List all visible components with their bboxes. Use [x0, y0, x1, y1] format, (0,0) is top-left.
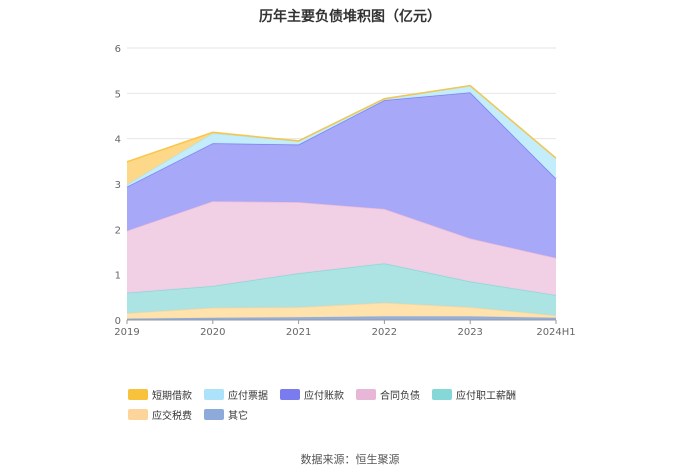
legend-item[interactable]: 应交税费 [128, 408, 192, 422]
legend-item[interactable]: 应付职工薪酬 [432, 388, 516, 402]
legend-swatch [128, 408, 148, 420]
legend-item[interactable]: 其它 [204, 408, 248, 422]
y-tick-label: 5 [115, 89, 121, 100]
legend-swatch [432, 388, 452, 400]
legend-swatch [128, 388, 148, 400]
area-series [126, 84, 557, 320]
y-tick-label: 1 [115, 271, 121, 282]
chart-title: 历年主要负债堆积图（亿元） [259, 9, 441, 25]
legend-label: 应付账款 [304, 390, 344, 402]
legend-item[interactable]: 合同负债 [356, 388, 420, 402]
y-tick-label: 4 [115, 135, 121, 146]
area-line-6 [126, 84, 557, 163]
legend-item[interactable]: 应付账款 [280, 388, 344, 402]
y-tick-label: 2 [115, 225, 121, 236]
legend-label: 应付票据 [228, 390, 268, 402]
x-tick-label: 2023 [457, 327, 482, 338]
axes: 0 1 2 3 4 5 6 2019 2020 2021 2022 2023 2024H1 [114, 44, 575, 338]
y-tick-label: 6 [115, 44, 121, 55]
legend-label: 其它 [228, 410, 248, 422]
area-3 [127, 201, 556, 296]
x-tick-label: 2020 [200, 327, 225, 338]
area-5 [127, 85, 556, 187]
legend-label: 短期借款 [152, 390, 192, 402]
legend-swatch [356, 388, 376, 400]
legend-swatch [204, 388, 224, 400]
legend: 短期借款 应付票据 应付账款 合同负债 应付职工薪酬应交税费 其它 [128, 388, 588, 428]
legend-swatch [204, 408, 224, 420]
legend-item[interactable]: 应付票据 [204, 388, 268, 402]
legend-swatch [280, 388, 300, 400]
x-tick-label: 2021 [286, 327, 311, 338]
x-tick-label: 2022 [372, 327, 397, 338]
area-4 [127, 92, 556, 258]
source-note: 数据来源：恒生聚源 [300, 453, 400, 466]
area-0 [127, 316, 556, 320]
legend-label: 合同负债 [380, 390, 420, 402]
y-tick-label: 3 [115, 180, 121, 191]
x-tick-label: 2019 [114, 327, 139, 338]
legend-label: 应付职工薪酬 [456, 390, 516, 402]
legend-item[interactable]: 短期借款 [128, 388, 192, 402]
y-tick-label: 0 [115, 316, 121, 327]
x-tick-label: 2024H1 [536, 327, 575, 338]
legend-label: 应交税费 [152, 410, 192, 422]
area-2 [127, 263, 556, 316]
